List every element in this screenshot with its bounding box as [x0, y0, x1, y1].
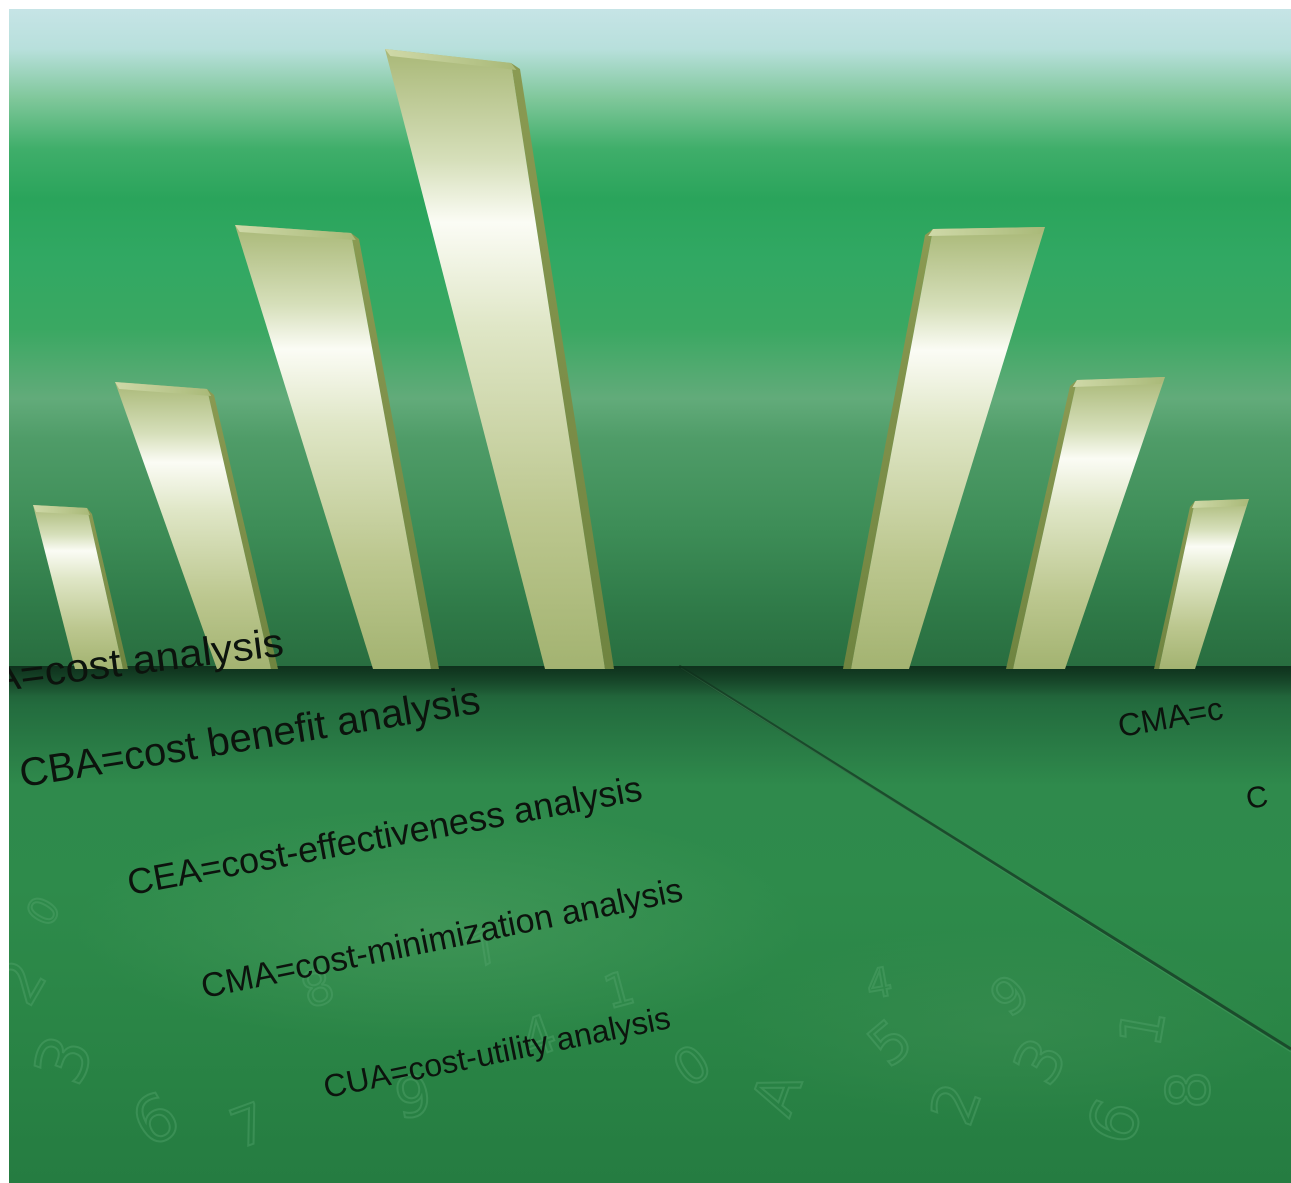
bar-side-face — [207, 389, 278, 669]
decorative-bar — [33, 505, 128, 669]
bar-top-face — [928, 227, 1045, 236]
decorative-bar — [843, 227, 1045, 669]
bar-side-face — [1006, 380, 1077, 669]
decorative-bar — [115, 382, 278, 669]
bar-side-face — [1154, 501, 1195, 669]
bar-front-face — [235, 225, 431, 669]
bar-front-face — [1159, 499, 1249, 669]
bar-side-face — [87, 508, 128, 669]
horizon-shadow — [9, 666, 1291, 696]
floor-glow — [9, 666, 1291, 1183]
bar-front-face — [851, 227, 1045, 669]
decorative-bar — [1154, 499, 1249, 669]
bar-top-face — [235, 225, 356, 240]
bar-top-face — [33, 505, 90, 515]
floor-seam-line — [678, 664, 1291, 1051]
decorative-bars — [33, 49, 1249, 669]
floor-surface — [9, 666, 1291, 1183]
bar-front-face — [33, 505, 123, 669]
decorative-bar — [385, 49, 614, 669]
bar-top-face — [115, 382, 212, 396]
bar-side-face — [843, 229, 933, 669]
bar-top-face — [385, 49, 517, 70]
bar-top-face — [1072, 377, 1165, 387]
decorative-bar — [235, 225, 439, 669]
bar-side-face — [511, 63, 614, 669]
bar-front-face — [115, 382, 271, 669]
bar-side-face — [351, 233, 439, 669]
decorative-bar — [1006, 377, 1165, 669]
bar-top-face — [1192, 499, 1249, 508]
bar-front-face — [1013, 377, 1165, 669]
background-digit: 8 — [1154, 1071, 1224, 1109]
bar-front-face — [385, 49, 605, 669]
floor-seam-highlight — [680, 667, 1291, 1053]
